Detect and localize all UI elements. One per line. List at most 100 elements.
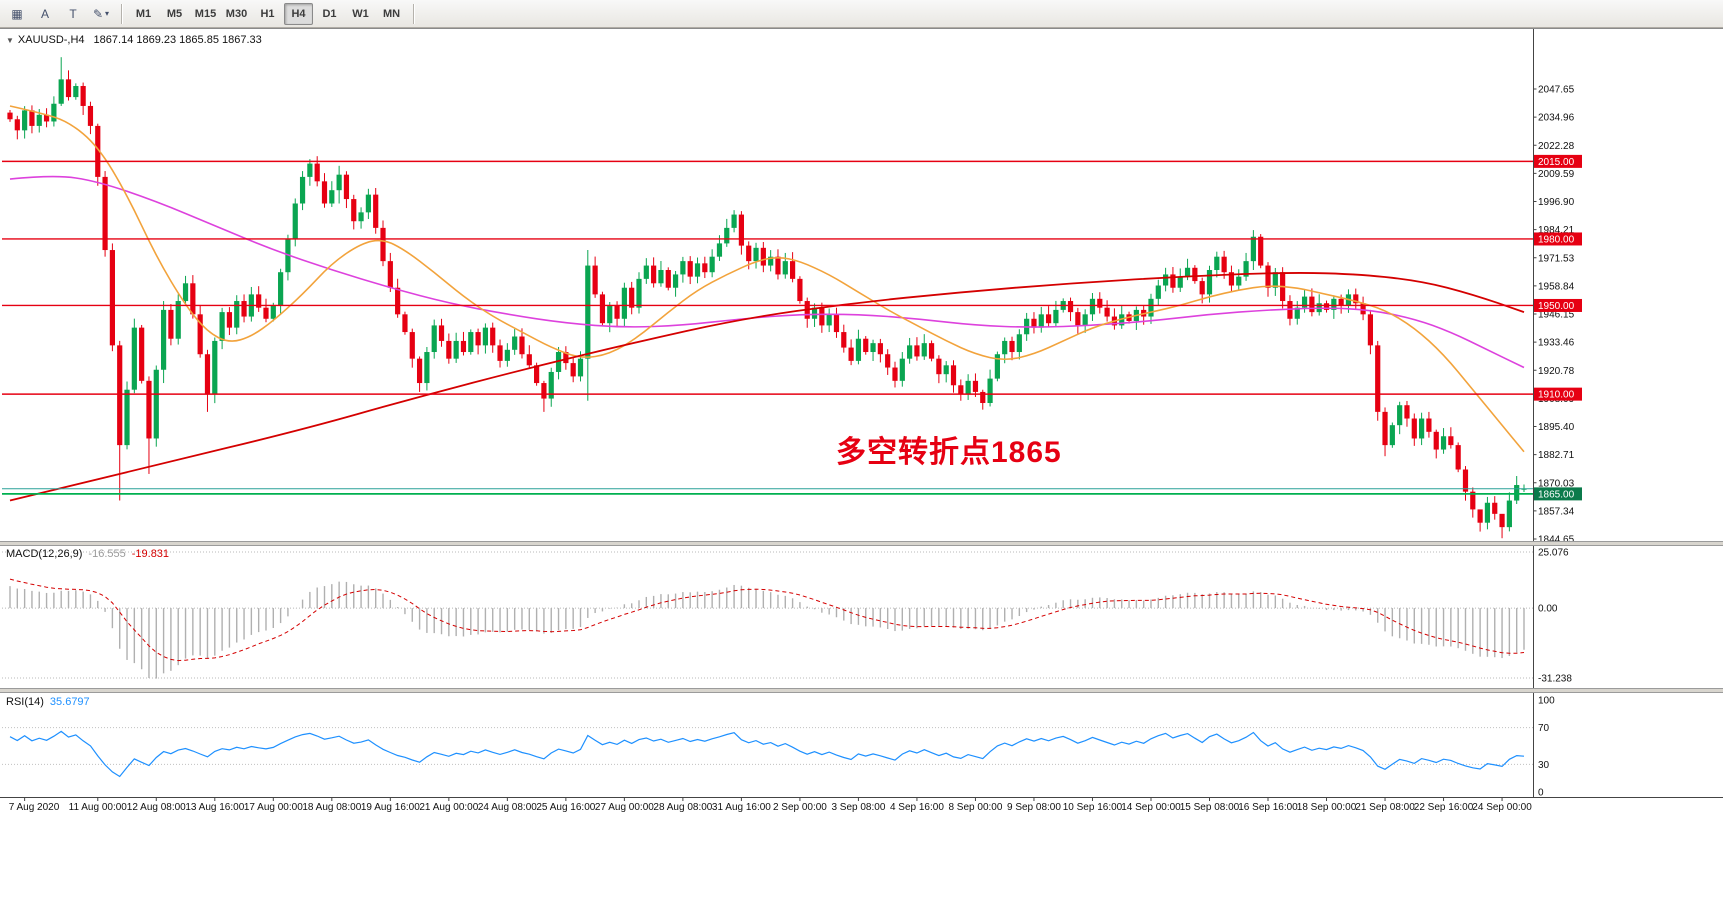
macd-panel-group: 25.076 0.00 -31.238 [2, 547, 1572, 684]
macd-axis-label: 25.076 [1538, 547, 1569, 558]
rsi-indicator-label: RSI(14) 35.6797 [6, 696, 90, 708]
rsi-value: 35.6797 [49, 696, 90, 708]
price-axis-label: 1844.65 [1538, 535, 1575, 546]
macd-indicator-label: MACD(12,26,9) -16.555 -19.831 [6, 548, 169, 560]
timeframe-h1-button[interactable]: H1 [260, 7, 275, 20]
timeframe-m30-button[interactable]: M30 [225, 7, 248, 20]
time-axis-label: 24 Sep 00:00 [1472, 802, 1532, 813]
draw-tool-button[interactable]: ✎ ▾ [92, 6, 110, 21]
rsi-title: RSI(14) [6, 696, 44, 708]
time-axis-label: 14 Sep 00:00 [1121, 802, 1181, 813]
tile-windows-button[interactable]: ▦ [11, 6, 23, 21]
macd-axis-label: 0.00 [1538, 604, 1558, 615]
rsi-panel-group: 100 70 30 0 [2, 696, 1555, 799]
price-axis-label: 2009.59 [1538, 169, 1575, 180]
macd-title: MACD(12,26,9) [6, 548, 83, 560]
price-axis-label: 2034.96 [1538, 113, 1575, 124]
ma-slow-magenta [9, 175, 1525, 369]
macd-signal-value: -19.831 [131, 548, 170, 560]
price-axis-label: 1882.71 [1538, 450, 1575, 461]
price-axis-label: 2022.28 [1538, 141, 1575, 152]
chart-ohlc-values: 1867.14 1869.23 1865.85 1867.33 [93, 34, 262, 46]
time-axis-label: 18 Aug 08:00 [302, 802, 361, 813]
timeframe-m5-button[interactable]: M5 [166, 7, 183, 20]
rsi-axis-label: 0 [1538, 788, 1544, 799]
price-badge-2015.00: 2015.00 [1538, 157, 1575, 168]
price-axis-label: 1933.46 [1538, 338, 1575, 349]
price-axis[interactable]: 2047.65 2034.96 2022.28 2009.59 1996.90 1984.… [1533, 85, 1583, 546]
ma-mid-orange [9, 105, 1525, 453]
font-a-button[interactable]: A [40, 6, 49, 21]
macd-signal-line [9, 578, 1525, 662]
price-axis-label: 1996.90 [1538, 197, 1575, 208]
toolbar-icon-buttons: ▦ A T ✎ ▾ [3, 2, 115, 26]
rsi-line [9, 730, 1525, 778]
time-axis-label: 9 Sep 08:00 [1007, 802, 1061, 813]
price-axis-label: 1857.34 [1538, 506, 1575, 517]
macd-histogram [9, 581, 1525, 679]
timeframe-toolbar: M1 M5 M15 M30 H1 H4 D1 W1 MN [128, 2, 407, 25]
chart-symbol-period: XAUUSD-,H4 [17, 34, 85, 46]
timeframe-d1-button[interactable]: D1 [322, 7, 337, 20]
macd-main-value: -16.555 [88, 548, 126, 560]
ma-long-red [9, 272, 1525, 502]
rsi-axis-label: 100 [1538, 696, 1555, 707]
timeframe-h4-button[interactable]: H4 [284, 2, 313, 25]
time-axis-label: 27 Aug 00:00 [595, 802, 654, 813]
timeframe-m1-button[interactable]: M1 [135, 7, 152, 20]
time-axis-label: 21 Sep 08:00 [1355, 802, 1415, 813]
chart-text-annotation[interactable]: 多空转折点1865 [836, 436, 1062, 469]
time-axis-label: 12 Aug 08:00 [127, 802, 186, 813]
time-axis-label: 10 Sep 16:00 [1063, 802, 1123, 813]
price-axis-label: 1895.40 [1538, 422, 1575, 433]
chart-window: 25.076 0.00 -31.238 100 70 30 0 2047.65 2034.96 2… [0, 28, 1723, 816]
price-axis-label: 1971.53 [1538, 253, 1575, 264]
time-axis-label: 11 Aug 00:00 [69, 802, 128, 813]
timeframe-mn-button[interactable]: MN [382, 7, 401, 20]
toolbar-separator-1 [121, 3, 122, 24]
text-tool-button[interactable]: T [69, 6, 77, 21]
toolbar: ▦ A T ✎ ▾ M1 M5 M15 M30 H1 H4 D1 W1 MN [0, 0, 1723, 28]
time-axis-label: 28 Aug 08:00 [653, 802, 712, 813]
time-axis[interactable]: 7 Aug 2020 11 Aug 00:00 12 Aug 08:00 13 Aug… [9, 798, 1533, 813]
time-axis-label: 8 Sep 00:00 [948, 802, 1002, 813]
time-axis-label: 31 Aug 16:00 [712, 802, 771, 813]
chart-dropdown-icon[interactable]: ▼ [6, 36, 14, 45]
price-badge-1910.00: 1910.00 [1538, 390, 1575, 401]
moving-averages-group [9, 105, 1525, 502]
time-axis-label: 7 Aug 2020 [9, 802, 60, 813]
time-axis-label: 3 Sep 08:00 [831, 802, 885, 813]
splitter-macd-rsi[interactable] [0, 688, 1723, 693]
time-axis-label: 13 Aug 16:00 [185, 802, 244, 813]
price-badge-1950.00: 1950.00 [1538, 301, 1575, 312]
time-axis-label: 15 Sep 08:00 [1180, 802, 1240, 813]
time-axis-label: 25 Aug 16:00 [536, 802, 595, 813]
chart-canvas[interactable]: 25.0760.00-31.238100703002047.652034.962… [0, 29, 1723, 817]
price-axis-label: 1946.15 [1538, 310, 1575, 321]
panel-chrome [0, 29, 1723, 798]
splitter-main-macd[interactable] [0, 541, 1723, 546]
price-axis-label: 1920.78 [1538, 366, 1575, 377]
rsi-axis-label: 70 [1538, 723, 1550, 734]
dropdown-caret-icon: ▾ [105, 9, 110, 18]
timeframe-w1-button[interactable]: W1 [352, 7, 369, 20]
candlesticks-group [7, 57, 1527, 539]
macd-axis-label: -31.238 [1538, 673, 1572, 684]
price-badge-1980.00: 1980.00 [1538, 234, 1575, 245]
time-axis-label: 4 Sep 16:00 [890, 802, 944, 813]
price-axis-label: 2047.65 [1538, 85, 1575, 96]
toolbar-separator-2 [413, 3, 414, 24]
chart-title: ▼ XAUUSD-,H4 1867.14 1869.23 1865.85 1867.… [6, 34, 262, 46]
price-axis-label: 1984.21 [1538, 225, 1575, 236]
price-axis-label: 1870.03 [1538, 478, 1575, 489]
time-axis-label: 16 Sep 16:00 [1238, 802, 1298, 813]
price-axis-label: 1958.84 [1538, 281, 1575, 292]
timeframe-m15-button[interactable]: M15 [194, 7, 217, 20]
rsi-axis-label: 30 [1538, 760, 1550, 771]
horizontal-lines-group[interactable] [2, 160, 1534, 495]
time-axis-label: 2 Sep 00:00 [773, 802, 827, 813]
time-axis-label: 19 Aug 16:00 [361, 802, 420, 813]
time-axis-label: 22 Sep 16:00 [1414, 802, 1474, 813]
price-badge-1865.00: 1865.00 [1538, 489, 1575, 500]
time-axis-label: 18 Sep 00:00 [1297, 802, 1357, 813]
